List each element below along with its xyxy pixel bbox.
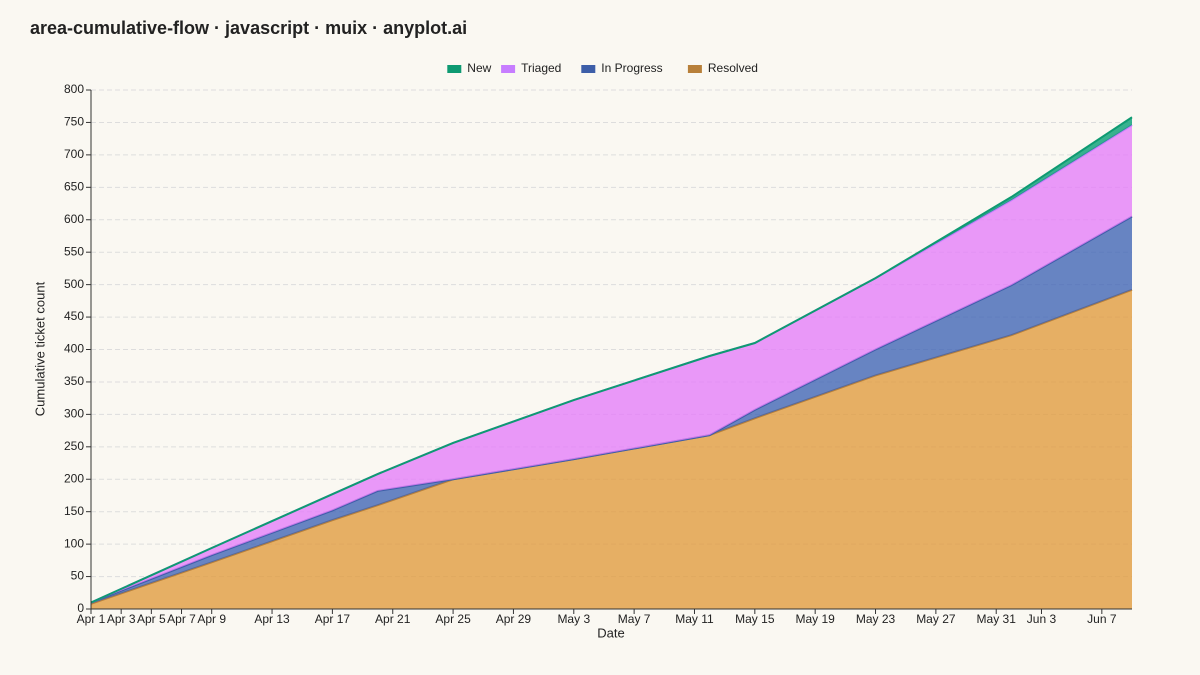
y-tick-label: 450 [64, 309, 84, 323]
y-axis-label: Cumulative ticket count [32, 281, 47, 416]
y-tick-label: 250 [64, 439, 84, 453]
chart-title: area-cumulative-flow · javascript · muix… [30, 18, 467, 38]
x-tick-label: Apr 1 [77, 612, 106, 626]
x-tick-label: Apr 29 [496, 612, 532, 626]
x-tick-label: Apr 5 [137, 612, 166, 626]
x-tick-label: Apr 9 [197, 612, 226, 626]
x-tick-label: May 19 [795, 612, 835, 626]
y-tick-label: 800 [64, 82, 84, 96]
x-tick-label: Apr 3 [107, 612, 136, 626]
x-tick-label: Apr 7 [167, 612, 196, 626]
x-tick-label: Apr 25 [435, 612, 471, 626]
y-tick-label: 400 [64, 342, 84, 356]
area [91, 216, 1132, 604]
x-tick-label: Jun 7 [1087, 612, 1117, 626]
legend-swatch [501, 65, 516, 73]
y-tick-label: 300 [64, 407, 84, 421]
area-line [90, 116, 1133, 604]
area [91, 289, 1132, 609]
legend-swatch [447, 65, 462, 73]
x-tick-label: May 23 [856, 612, 896, 626]
legend-swatch [581, 65, 596, 73]
x-tick-label: May 15 [735, 612, 775, 626]
y-tick-label: 600 [64, 212, 84, 226]
y-tick-label: 100 [64, 536, 84, 550]
x-tick-label: Apr 21 [375, 612, 411, 626]
y-tick-label: 200 [64, 471, 84, 485]
y-tick-label: 500 [64, 277, 84, 291]
y-tick-label: 50 [71, 569, 85, 583]
y-tick-label: 650 [64, 179, 84, 193]
x-tick-label: Apr 13 [254, 612, 290, 626]
x-axis-label: Date [597, 625, 624, 640]
x-tick-label: Apr 17 [315, 612, 351, 626]
y-tick-label: 700 [64, 147, 84, 161]
x-tick-label: May 27 [916, 612, 956, 626]
x-tick-label: May 3 [557, 612, 590, 626]
x-tick-label: May 7 [618, 612, 651, 626]
y-tick-label: 750 [64, 115, 84, 129]
legend-label: Triaged [521, 61, 561, 75]
x-tick-label: May 31 [977, 612, 1017, 626]
x-tick-label: Jun 3 [1027, 612, 1057, 626]
y-tick-label: 150 [64, 504, 84, 518]
legend-label: Resolved [708, 61, 758, 75]
legend-label: In Progress [601, 61, 662, 75]
legend-label: New [467, 61, 491, 75]
y-tick-label: 550 [64, 244, 84, 258]
legend-swatch [687, 65, 702, 73]
x-tick-label: May 11 [675, 612, 714, 626]
y-tick-label: 0 [77, 601, 84, 615]
y-tick-label: 350 [64, 374, 84, 388]
